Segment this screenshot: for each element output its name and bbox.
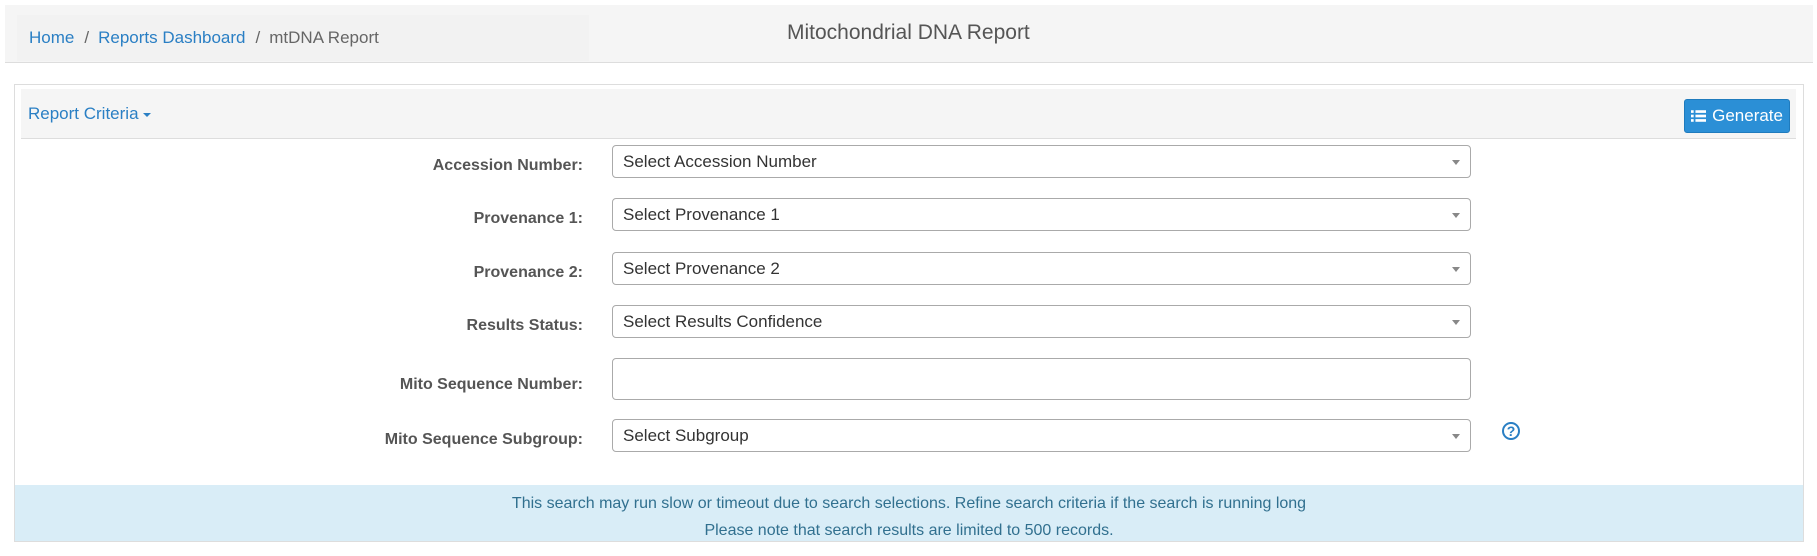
breadcrumb-current: mtDNA Report: [269, 28, 379, 47]
report-criteria-toggle[interactable]: Report Criteria: [28, 104, 151, 124]
top-bar: Home / Reports Dashboard / mtDNA Report …: [5, 5, 1813, 63]
generate-label: Generate: [1712, 106, 1783, 125]
chevron-down-icon: [1452, 212, 1460, 218]
mito-sequence-number-label: Mito Sequence Number:: [399, 376, 583, 393]
report-criteria-label: Report Criteria: [28, 104, 139, 123]
results-status-label: Results Status:: [466, 317, 583, 334]
provenance-1-select[interactable]: Select Provenance 1: [612, 198, 1471, 231]
results-status-value: Select Results Confidence: [623, 311, 823, 331]
breadcrumb: Home / Reports Dashboard / mtDNA Report: [17, 15, 589, 61]
page-title: Mitochondrial DNA Report: [787, 21, 1030, 44]
results-status-select[interactable]: Select Results Confidence: [612, 305, 1471, 338]
breadcrumb-separator: /: [84, 28, 90, 47]
breadcrumb-separator: /: [255, 28, 261, 47]
mito-sequence-subgroup-label: Mito Sequence Subgroup:: [384, 431, 583, 448]
provenance-2-select[interactable]: Select Provenance 2: [612, 252, 1471, 285]
chevron-down-icon: [1452, 266, 1460, 272]
accession-number-label: Accession Number:: [432, 157, 583, 174]
mito-sequence-subgroup-select[interactable]: Select Subgroup: [612, 419, 1471, 452]
chevron-down-icon: [1452, 433, 1460, 439]
alert-line-limit: Please note that search results are limi…: [704, 522, 1114, 539]
accession-number-select[interactable]: Select Accession Number: [612, 145, 1471, 178]
accession-number-value: Select Accession Number: [623, 151, 817, 171]
caret-down-icon: [142, 112, 151, 117]
generate-button[interactable]: Generate: [1684, 99, 1790, 133]
breadcrumb-home-link[interactable]: Home: [29, 28, 75, 47]
alert-line-timeout: This search may run slow or timeout due …: [511, 495, 1307, 512]
search-warning-alert: This search may run slow or timeout due …: [15, 485, 1803, 541]
chevron-down-icon: [1452, 319, 1460, 325]
breadcrumb-reports-dashboard-link[interactable]: Reports Dashboard: [98, 28, 246, 47]
panel-heading: Report Criteria Generate: [21, 89, 1796, 139]
provenance-1-value: Select Provenance 1: [623, 204, 780, 224]
provenance-2-label: Provenance 2:: [473, 264, 583, 281]
list-icon: [1691, 110, 1707, 122]
chevron-down-icon: [1452, 159, 1460, 165]
provenance-1-label: Provenance 1:: [473, 210, 583, 227]
mito-sequence-subgroup-value: Select Subgroup: [623, 425, 749, 445]
provenance-2-value: Select Provenance 2: [623, 258, 780, 278]
mito-sequence-number-input[interactable]: [612, 358, 1471, 400]
question-circle-icon[interactable]: ?: [1502, 422, 1520, 440]
report-criteria-panel: Report Criteria Generate Accession Numbe…: [14, 84, 1804, 542]
